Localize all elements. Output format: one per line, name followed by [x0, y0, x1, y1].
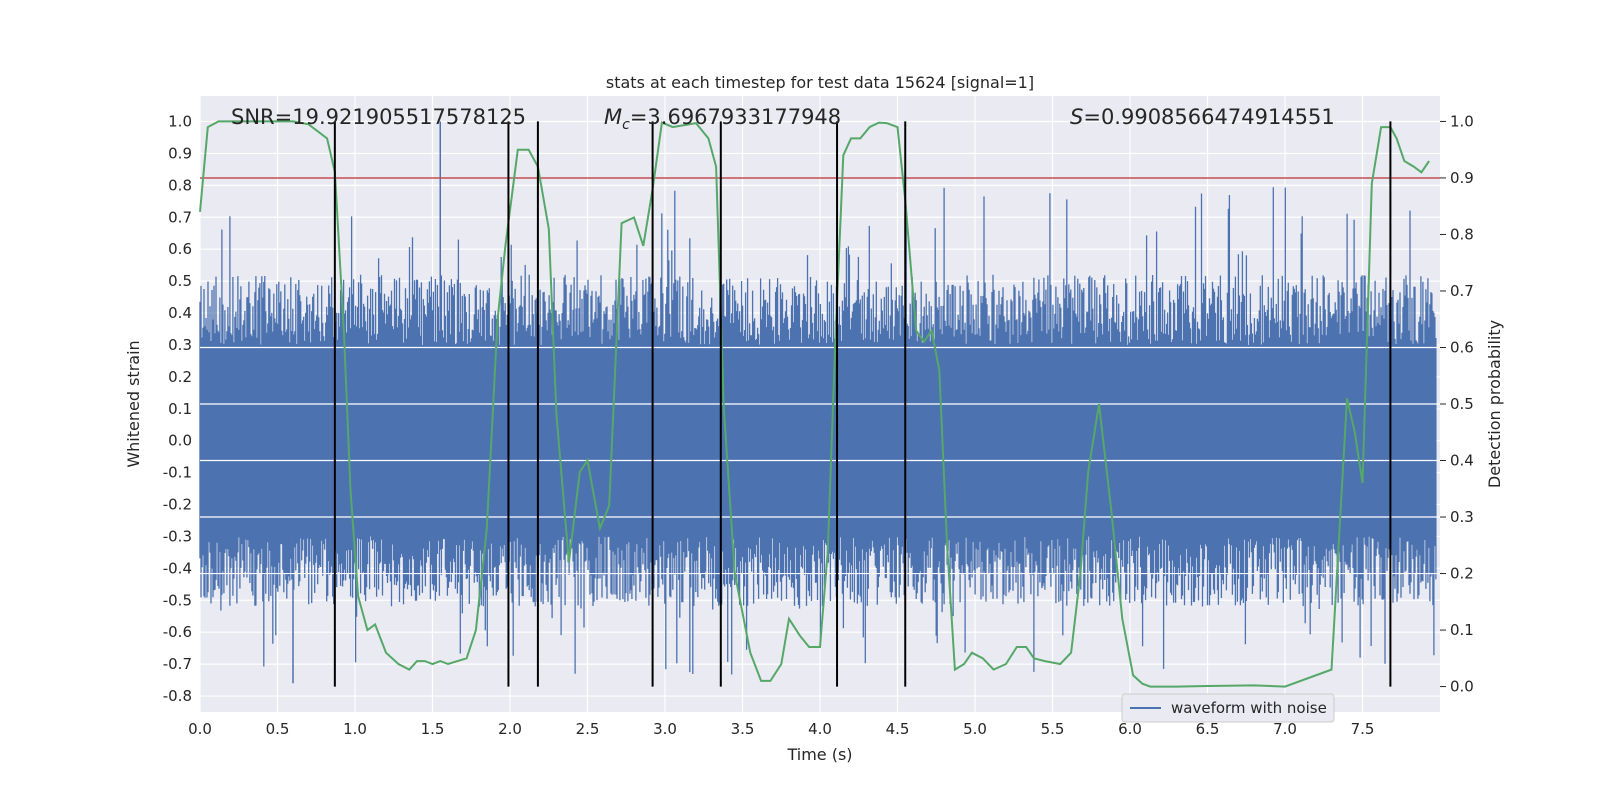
- y-right-tick-label: 0.4: [1450, 452, 1474, 470]
- y-right-tick-label: 0.9: [1450, 169, 1474, 187]
- score-symbol: S: [1070, 105, 1083, 129]
- y-left-tick-label: 0.1: [168, 400, 192, 418]
- right-y-tick-labels: 0.0 0.1 0.2 0.3 0.4 0.5 0.6 0.7 0.8 0.9 1.0: [1440, 112, 1474, 696]
- x-tick-label: 1.0: [343, 720, 367, 738]
- x-tick-label: 3.5: [731, 720, 755, 738]
- y-left-tick-label: -0.2: [163, 496, 192, 514]
- x-tick-label: 5.5: [1041, 720, 1065, 738]
- x-tick-label: 3.0: [653, 720, 677, 738]
- x-axis-label: Time (s): [786, 745, 852, 764]
- legend-box: [1121, 693, 1335, 723]
- x-tick-label: 6.0: [1118, 720, 1142, 738]
- score-annotation: S=0.9908566474914551: [1070, 105, 1335, 129]
- waveform-trace: [199, 187, 1437, 675]
- y-right-tick-label: 0.5: [1450, 395, 1474, 413]
- y-left-tick-label: -0.6: [163, 623, 192, 641]
- y-left-tick-label: -0.1: [163, 464, 192, 482]
- y-left-tick-label: 0.5: [168, 272, 192, 290]
- y-right-tick-label: 1.0: [1450, 112, 1474, 130]
- chirp-mass-annotation: Mc=3.6967933177948: [604, 105, 841, 133]
- x-tick-label: 4.0: [808, 720, 832, 738]
- probability-series: [199, 120, 1430, 688]
- detection-probability-line: [199, 120, 1430, 688]
- y-left-tick-label: 0.6: [168, 240, 192, 258]
- y-right-tick-label: 0.8: [1450, 225, 1474, 243]
- y-left-tick-label: 0.7: [168, 208, 192, 226]
- chirp-mass-subscript: c: [622, 117, 630, 133]
- y-left-tick-label: -0.5: [163, 591, 192, 609]
- x-tick-label: 7.0: [1273, 720, 1297, 738]
- x-tick-label: 2.0: [498, 720, 522, 738]
- waveform-series: [199, 121, 1440, 684]
- chart-title: stats at each timestep for test data 156…: [606, 73, 1034, 92]
- y-left-tick-label: -0.7: [163, 655, 192, 673]
- x-tick-labels: 0.0 0.5 1.0 1.5 2.0 2.5 3.0 3.5 4.0 4.5 5.0 5.5 6.0 6…: [188, 720, 1374, 738]
- y-left-tick-label: -0.8: [163, 687, 192, 705]
- y-right-tick-label: 0.7: [1450, 282, 1474, 300]
- y-left-tick-label: 0.0: [168, 432, 192, 450]
- y-left-tick-label: -0.3: [163, 527, 192, 545]
- y-right-tick-label: 0.6: [1450, 338, 1474, 356]
- legend-label: waveform with noise: [1171, 699, 1327, 717]
- y-left-tick-label: 0.2: [168, 368, 192, 386]
- x-tick-label: 0.0: [188, 720, 212, 738]
- snr-annotation: SNR=19.921905517578125: [231, 105, 526, 129]
- x-tick-label: 5.0: [963, 720, 987, 738]
- y-left-tick-label: 1.0: [168, 113, 192, 131]
- x-tick-label: 7.5: [1351, 720, 1375, 738]
- x-tick-label: 2.5: [576, 720, 600, 738]
- y-left-tick-label: 0.4: [168, 304, 192, 322]
- x-tick-label: 4.5: [886, 720, 910, 738]
- legend: waveform with noise: [1121, 693, 1335, 723]
- x-tick-label: 0.5: [266, 720, 290, 738]
- event-marker-lines: [333, 121, 1392, 687]
- y-left-tick-label: 0.3: [168, 336, 192, 354]
- y-axis-label-left: Whitened strain: [124, 340, 143, 467]
- x-tick-label: 1.5: [421, 720, 445, 738]
- x-tick-label: 6.5: [1196, 720, 1220, 738]
- chirp-mass-value: =3.6967933177948: [630, 105, 841, 129]
- chirp-mass-symbol: M: [604, 105, 622, 129]
- y-left-tick-label: 0.8: [168, 176, 192, 194]
- score-value: =0.9908566474914551: [1083, 105, 1334, 129]
- y-right-tick-label: 0.1: [1450, 621, 1474, 639]
- y-right-tick-label: 0.0: [1450, 678, 1474, 696]
- y-right-tick-label: 0.2: [1450, 565, 1474, 583]
- y-right-tick-label: 0.3: [1450, 508, 1474, 526]
- y-axis-label-right: Detection probability: [1485, 320, 1504, 488]
- y-left-tick-label: 0.9: [168, 144, 192, 162]
- left-y-tick-labels: -0.8 -0.7 -0.6 -0.5 -0.4 -0.3 -0.2 -0.1 0.0 0.1 0.…: [163, 113, 192, 706]
- y-left-tick-label: -0.4: [163, 559, 192, 577]
